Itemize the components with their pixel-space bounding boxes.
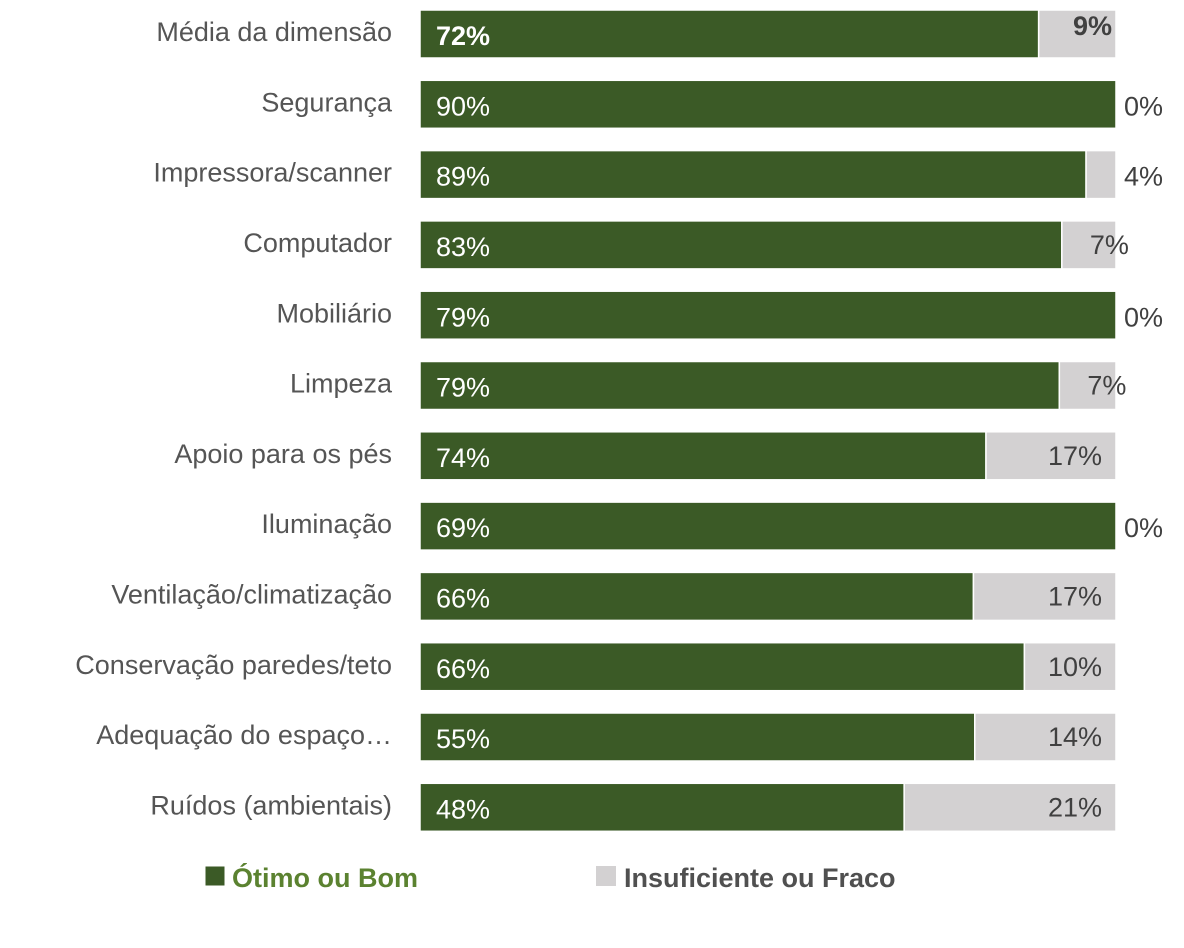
data-label: 7%: [1090, 230, 1129, 260]
bar-segment: [419, 641, 1026, 692]
category-label: Ventilação/climatização: [111, 580, 392, 610]
data-label: 79%: [436, 373, 490, 403]
legend-label: Insuficiente ou Fraco: [624, 863, 896, 893]
legend-label: Ótimo ou Bom: [232, 862, 418, 893]
bar-segment: [1085, 149, 1117, 200]
bar-segment: [419, 782, 905, 833]
data-label: 14%: [1048, 722, 1102, 752]
data-label: 89%: [436, 162, 490, 192]
category-label: Conservação paredes/teto: [75, 650, 392, 680]
bar-segment: [419, 79, 1117, 130]
bar-segment: [419, 9, 1040, 59]
data-label: 7%: [1087, 371, 1126, 401]
data-label: 90%: [436, 91, 490, 121]
category-label: Iluminação: [261, 509, 392, 539]
category-label: Ruídos (ambientais): [150, 790, 392, 820]
data-label: 9%: [1073, 11, 1112, 41]
data-label: 0%: [1124, 513, 1163, 543]
bar-segment: [1061, 220, 1117, 270]
category-label: Média da dimensão: [156, 17, 392, 47]
bar-segment: [419, 712, 976, 762]
bar-segment: [419, 360, 1061, 411]
data-label: 48%: [436, 794, 490, 824]
category-label: Limpeza: [290, 369, 393, 399]
data-label: 83%: [436, 232, 490, 262]
data-label: 55%: [436, 724, 490, 754]
data-label: 21%: [1048, 792, 1102, 822]
bar-segment: [1023, 641, 1117, 692]
bar-segment: [1058, 360, 1117, 411]
bar-segment: [903, 782, 1117, 833]
data-label: 69%: [436, 513, 490, 543]
data-label: 72%: [436, 21, 490, 51]
data-label: 17%: [1048, 582, 1102, 612]
bar-segment: [419, 149, 1087, 200]
category-label: Impressora/scanner: [153, 158, 392, 188]
data-label: 10%: [1048, 652, 1102, 682]
legend-swatch: [596, 866, 616, 886]
data-label: 66%: [436, 584, 490, 614]
legend-swatch: [204, 865, 226, 887]
data-label: 17%: [1048, 441, 1102, 471]
data-label: 74%: [436, 443, 490, 473]
data-label: 0%: [1124, 91, 1163, 121]
data-label: 0%: [1124, 302, 1163, 332]
data-label: 4%: [1124, 162, 1163, 192]
bar-segment: [419, 220, 1063, 270]
data-label: 79%: [436, 302, 490, 332]
bar-segment: [974, 712, 1117, 762]
bar-segment: [419, 431, 987, 481]
bar-segment: [419, 290, 1117, 340]
category-label: Mobiliário: [276, 298, 392, 328]
category-label: Adequação do espaço…: [96, 720, 392, 750]
category-label: Segurança: [261, 87, 393, 117]
bar-segment: [972, 571, 1117, 622]
bar-segment: [419, 501, 1117, 551]
data-label: 66%: [436, 654, 490, 684]
category-label: Apoio para os pés: [174, 439, 392, 469]
bar-segment: [985, 431, 1117, 481]
category-label: Computador: [243, 228, 392, 258]
bar-segment: [419, 571, 975, 622]
bar-segment: [1037, 9, 1117, 59]
